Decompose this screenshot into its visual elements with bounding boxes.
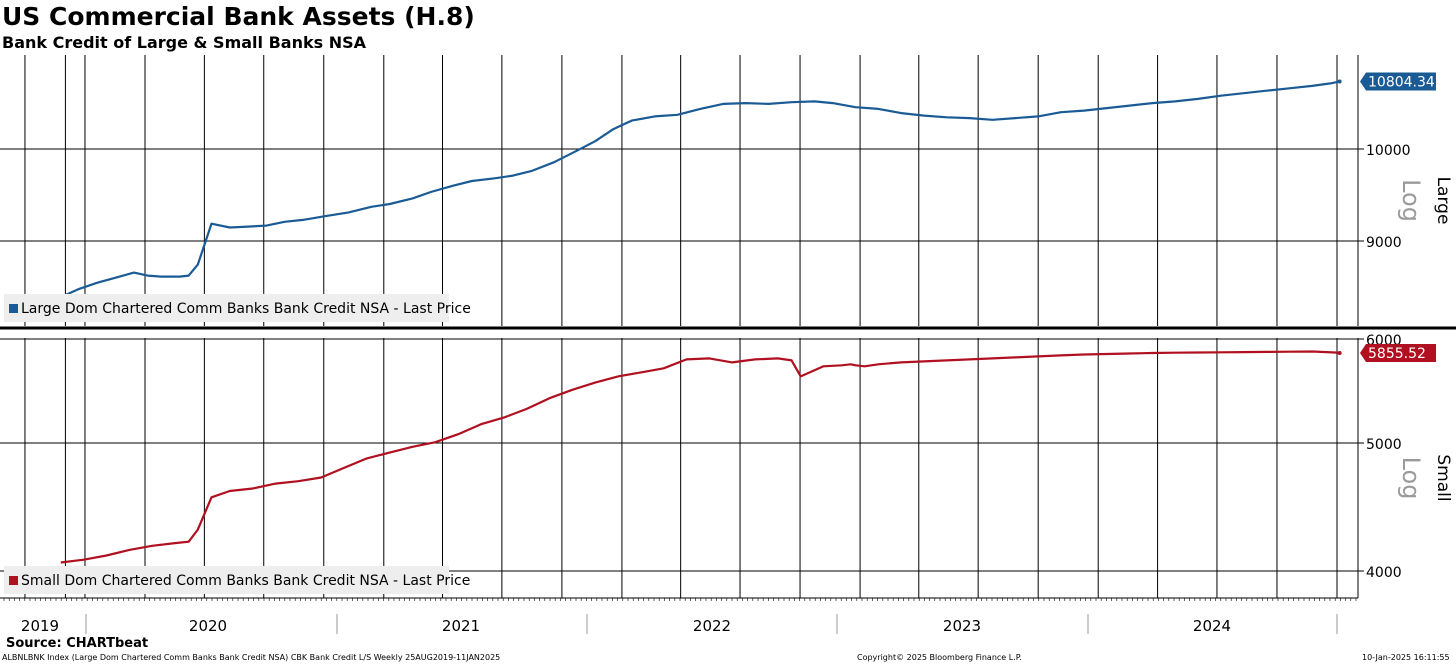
legend-box — [4, 294, 449, 322]
scale-label: Log — [1397, 457, 1425, 500]
y-tick-label: 10000 — [1366, 143, 1411, 159]
scale-label: Log — [1397, 179, 1425, 222]
x-tick-label: 2019 — [21, 617, 59, 635]
copyright: Copyright© 2025 Bloomberg Finance L.P. — [857, 653, 1022, 662]
legend-swatch — [9, 304, 18, 313]
legend-label: Small Dom Chartered Comm Banks Bank Cred… — [21, 573, 470, 589]
last-point-marker — [1337, 350, 1342, 355]
chart-title: US Commercial Bank Assets (H.8) — [2, 2, 475, 31]
x-tick-label: 2022 — [693, 617, 731, 635]
last-value-label: 5855.52 — [1368, 346, 1426, 362]
series-line-small — [60, 350, 1340, 564]
last-value-tag — [1360, 343, 1436, 362]
timestamp: 10-Jan-2025 16:11:55 — [1362, 653, 1450, 662]
series-line-large — [60, 80, 1340, 299]
y-tick-label: 5000 — [1366, 437, 1402, 453]
last-value-tag — [1360, 72, 1436, 91]
y-tick-label: 9000 — [1366, 235, 1402, 251]
legend-swatch — [9, 576, 18, 585]
x-tick-label: 2021 — [442, 617, 480, 635]
x-tick-label: 2024 — [1193, 617, 1231, 635]
axis-title: Large — [1433, 177, 1453, 225]
index-info: ALBNLBNK Index (Large Dom Chartered Comm… — [2, 653, 501, 662]
legend-box — [4, 566, 449, 594]
last-point-marker — [1337, 79, 1342, 84]
legend-label: Large Dom Chartered Comm Banks Bank Cred… — [21, 301, 471, 317]
x-tick-label: 2020 — [189, 617, 227, 635]
axis-title: Small — [1433, 454, 1453, 501]
x-tick-label: 2023 — [943, 617, 981, 635]
last-value-label: 10804.34 — [1368, 74, 1435, 90]
chart-subtitle: Bank Credit of Large & Small Banks NSA — [2, 33, 366, 52]
y-tick-label: 4000 — [1366, 565, 1402, 581]
source-label: Source: CHARTbeat — [6, 636, 149, 651]
